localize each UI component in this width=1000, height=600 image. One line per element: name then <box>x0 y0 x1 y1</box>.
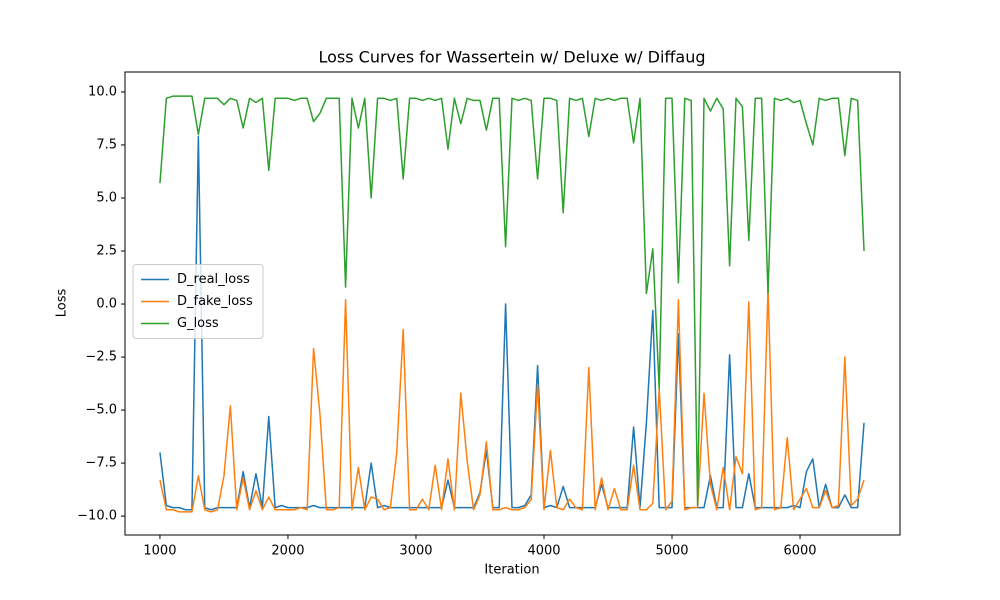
y-tick-label: 5.0 <box>96 190 117 205</box>
y-tick-label: 2.5 <box>96 244 117 259</box>
x-tick-label: 3000 <box>399 544 432 559</box>
legend-box <box>132 264 264 339</box>
y-tick-label: 10.0 <box>88 84 117 99</box>
x-axis-label: Iteration <box>484 563 539 578</box>
plot-frame <box>124 71 901 536</box>
x-tick-label: 1000 <box>143 544 176 559</box>
x-tick-label: 2000 <box>271 544 304 559</box>
x-tick-label: 6000 <box>783 544 816 559</box>
series-line <box>159 95 865 507</box>
y-tick-label: −10.0 <box>77 509 117 524</box>
chart-title: Loss Curves for Wassertein w/ Deluxe w/ … <box>318 48 705 67</box>
legend-label: G_loss <box>177 316 219 331</box>
y-tick-label: −5.0 <box>85 403 117 418</box>
series-line <box>159 135 865 511</box>
y-tick-label: 7.5 <box>96 137 117 152</box>
y-axis-label: Loss <box>55 289 70 318</box>
x-tick-label: 5000 <box>655 544 688 559</box>
series-line <box>159 288 865 513</box>
legend-label: D_fake_loss <box>177 294 253 309</box>
y-tick-label: −2.5 <box>85 350 117 365</box>
x-tick-label: 4000 <box>527 544 560 559</box>
legend-label: D_real_loss <box>177 272 250 287</box>
y-tick-label: 0.0 <box>96 297 117 312</box>
y-tick-label: −7.5 <box>85 456 117 471</box>
